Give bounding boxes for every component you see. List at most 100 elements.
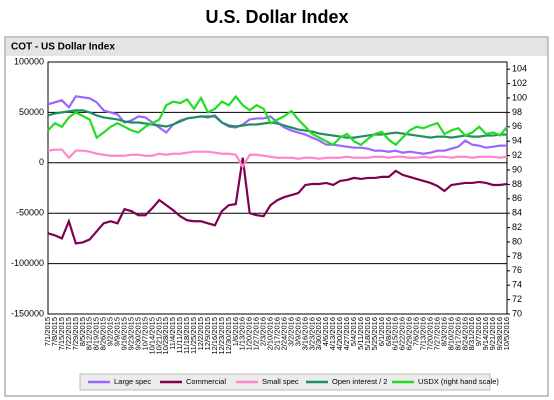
x-tick-label: 10/21/2015 xyxy=(154,317,163,355)
y2-tick-label: 82 xyxy=(512,222,522,232)
x-tick-label: 7/8/2015 xyxy=(50,317,59,346)
x-tick-label: 10/7/2015 xyxy=(140,317,149,350)
series-line xyxy=(47,94,508,147)
x-tick-label: 9/7/2016 xyxy=(474,317,483,346)
x-tick-label: 2/10/2016 xyxy=(266,317,275,350)
x-tick-label: 8/31/2016 xyxy=(467,317,476,350)
x-tick-label: 8/19/2015 xyxy=(92,317,101,350)
y2-tick-label: 76 xyxy=(512,265,522,275)
x-tick-label: 7/6/2016 xyxy=(412,317,421,346)
x-tick-label: 9/23/2015 xyxy=(126,317,135,350)
legend-label: USDX (right hand scale) xyxy=(418,377,499,386)
x-tick-label: 8/10/2016 xyxy=(446,317,455,350)
x-tick-label: 12/30/2015 xyxy=(224,317,233,355)
x-tick-label: 8/17/2016 xyxy=(453,317,462,350)
x-tick-label: 9/30/2015 xyxy=(133,317,142,350)
y2-tick-label: 80 xyxy=(512,236,522,246)
y2-tick-label: 88 xyxy=(512,179,522,189)
x-tick-label: 10/28/2015 xyxy=(161,317,170,355)
x-tick-label: 8/12/2015 xyxy=(85,317,94,350)
x-tick-label: 9/21/2016 xyxy=(488,317,497,350)
plot-area xyxy=(47,61,508,315)
x-tick-label: 6/29/2016 xyxy=(405,317,414,350)
x-tick-label: 3/30/2016 xyxy=(314,317,323,350)
x-tick-label: 9/14/2016 xyxy=(481,317,490,350)
x-tick-label: 9/28/2016 xyxy=(495,317,504,350)
x-tick-label: 10/14/2015 xyxy=(147,317,156,355)
x-tick-label: 4/20/2016 xyxy=(335,317,344,350)
y-tick-label: -150000 xyxy=(11,308,44,318)
x-tick-label: 12/9/2015 xyxy=(203,317,212,350)
y2-tick-label: 102 xyxy=(512,78,527,88)
x-tick-label: 9/9/2015 xyxy=(113,317,122,346)
x-tick-label: 3/16/2016 xyxy=(300,317,309,350)
x-tick-label: 11/18/2015 xyxy=(182,317,191,354)
y-tick-label: -50000 xyxy=(16,208,44,218)
x-tick-label: 5/18/2016 xyxy=(363,317,372,350)
x-tick-label: 6/8/2016 xyxy=(384,317,393,346)
y2-tick-label: 98 xyxy=(512,107,522,117)
x-tick-label: 1/6/2016 xyxy=(231,317,240,346)
x-tick-label: 7/13/2016 xyxy=(419,317,428,350)
x-tick-label: 4/13/2016 xyxy=(328,317,337,350)
y-tick-label: -100000 xyxy=(11,258,44,268)
series-line xyxy=(47,109,507,139)
x-tick-label: 8/3/2016 xyxy=(439,317,448,346)
x-tick-label: 6/22/2016 xyxy=(398,317,407,350)
y-tick-label: 50000 xyxy=(19,107,44,117)
y2-tick-label: 86 xyxy=(512,193,522,203)
legend-label: Large spec xyxy=(114,377,151,386)
y2-tick-label: 94 xyxy=(512,136,522,146)
x-tick-label: 6/15/2016 xyxy=(391,317,400,350)
y2-tick-label: 90 xyxy=(512,164,522,174)
x-tick-label: 9/2/2015 xyxy=(106,317,115,346)
series-line xyxy=(47,148,508,170)
y-tick-label: 0 xyxy=(39,157,44,167)
x-tick-label: 4/6/2016 xyxy=(321,317,330,346)
chart-subtitle: COT - US Dollar Index xyxy=(11,42,115,53)
x-tick-label: 5/25/2016 xyxy=(370,317,379,350)
series-line xyxy=(47,157,508,245)
y-tick-label: 100000 xyxy=(14,56,44,66)
x-tick-label: 2/24/2016 xyxy=(279,317,288,350)
x-tick-label: 3/2/2016 xyxy=(286,317,295,346)
x-tick-label: 11/25/2015 xyxy=(189,317,198,354)
x-tick-label: 7/15/2015 xyxy=(57,317,66,350)
chart-title: U.S. Dollar Index xyxy=(205,7,348,27)
x-tick-label: 8/26/2015 xyxy=(99,317,108,350)
x-tick-label: 12/23/2015 xyxy=(217,317,226,355)
y2-tick-label: 92 xyxy=(512,150,522,160)
x-tick-label: 6/1/2016 xyxy=(377,317,386,346)
x-tick-label: 1/13/2016 xyxy=(238,317,247,350)
x-tick-label: 1/27/2016 xyxy=(252,317,261,350)
x-tick-label: 2/3/2016 xyxy=(259,317,268,346)
x-tick-label: 8/5/2015 xyxy=(78,317,87,346)
x-tick-label: 12/2/2015 xyxy=(196,317,205,350)
x-tick-label: 7/29/2015 xyxy=(71,317,80,350)
x-tick-label: 4/27/2016 xyxy=(342,317,351,350)
legend-label: Open interest / 2 xyxy=(332,377,387,386)
x-tick-label: 7/1/2015 xyxy=(43,317,52,346)
x-tick-label: 9/16/2015 xyxy=(119,317,128,350)
y2-tick-label: 70 xyxy=(512,308,522,318)
x-tick-label: 12/16/2015 xyxy=(210,317,219,355)
y2-tick-label: 72 xyxy=(512,294,522,304)
chart-header xyxy=(6,38,547,56)
x-tick-label: 5/11/2016 xyxy=(356,317,365,350)
legend-label: Small spec xyxy=(262,377,299,386)
x-tick-label: 11/4/2015 xyxy=(168,317,177,350)
legend-box xyxy=(79,373,491,391)
legend-label: Commercial xyxy=(186,377,226,386)
y2-tick-label: 96 xyxy=(512,121,522,131)
y2-tick-label: 84 xyxy=(512,208,522,218)
x-tick-label: 8/24/2016 xyxy=(460,317,469,350)
y2-tick-label: 100 xyxy=(512,92,527,102)
y2-tick-label: 78 xyxy=(512,251,522,261)
x-tick-label: 11/11/2015 xyxy=(175,317,184,353)
x-tick-label: 1/20/2016 xyxy=(245,317,254,350)
x-tick-label: 7/27/2016 xyxy=(432,317,441,350)
y2-tick-label: 74 xyxy=(512,280,522,290)
x-tick-label: 10/5/2016 xyxy=(502,317,511,350)
x-tick-label: 5/4/2016 xyxy=(349,317,358,346)
